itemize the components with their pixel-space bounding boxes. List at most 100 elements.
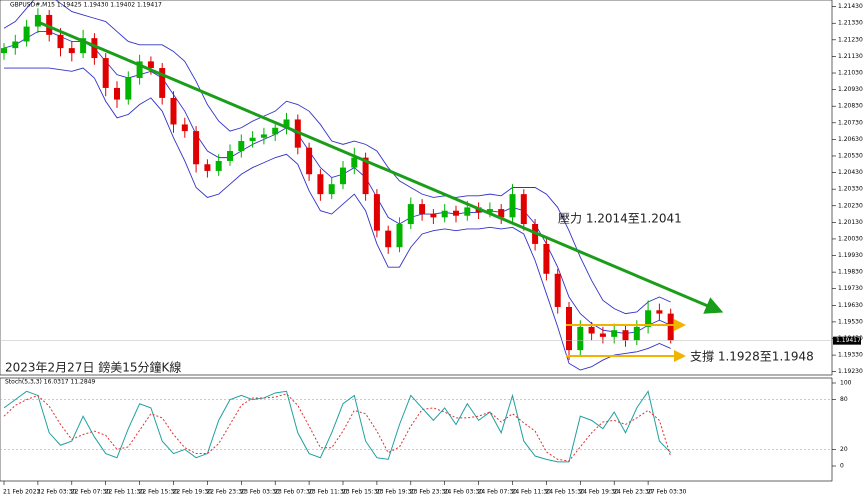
y-tick-label: 1.19230 [838,368,863,375]
main-panel [0,0,833,376]
y-tick-label: 1.19730 [838,285,863,292]
x-tick-label: 23 Feb 15:30 [342,489,382,496]
x-tick-label: 22 Feb 03:30 [37,489,77,496]
x-tick-label: 24 Feb 11:30 [512,489,552,496]
y-tick-label: 1.21330 [838,20,863,27]
candle-body [430,214,437,218]
stoch-line [3,393,672,462]
band-middle [3,31,671,334]
candle-body [1,48,7,54]
y-tick-label: 80 [840,396,848,403]
candle-body [306,147,313,175]
x-tick-label: 22 Feb 19:30 [173,489,213,496]
candle-body [317,174,324,195]
candle-body [464,207,471,216]
candle-body [407,204,414,225]
candle-body [23,26,30,42]
x-tick-label: 22 Feb 07:30 [71,489,111,496]
candle-body [645,310,652,327]
axes: 1.21430 1.21330 1.21230 1.21130 1.21030 1.209… [0,3,863,496]
y-tick-label: 1.19530 [838,318,863,325]
stoch-title: Stoch(5,3,3) 16.0317 11.2849 [5,379,96,386]
x-tick-label: 24 Feb 03:30 [444,489,484,496]
x-tick-label: 23 Feb 19:30 [376,489,416,496]
x-tick-label: 23 Feb 11:30 [308,489,348,496]
current-price-box [833,336,861,345]
x-tick-label: 27 Feb 03:30 [647,489,687,496]
y-tick-label: 1.20530 [838,152,863,159]
x-tick-label: 21 Feb 2023 [3,489,41,496]
stoch-plot [0,390,832,463]
candle-body [181,124,188,132]
x-tick-label: 24 Feb 19:30 [579,489,619,496]
candle-body [611,330,618,337]
candle-body [283,119,290,128]
y-tick-label: 1.20230 [838,202,863,209]
y-tick-label: 1.21230 [838,36,863,43]
x-tick-label: 24 Feb 23:30 [613,489,653,496]
candle-body [351,157,358,168]
x-tick-label: 24 Feb 15:30 [545,489,585,496]
candle-body [498,209,505,218]
x-tick-label: 22 Feb 11:30 [105,489,145,496]
candle-body [102,58,109,88]
candle-body [396,224,403,248]
candle-body [80,38,87,54]
candle-body [340,167,346,185]
y-tick-label: 1.21030 [838,70,863,77]
candle-body [249,137,256,142]
y-tick-label: 1.19630 [838,302,863,309]
y-tick-label: 1.19830 [838,269,863,276]
chart-caption: 2023年2月27日 鎊美15分鐘K線 [5,360,181,375]
x-tick-label: 22 Feb 15:30 [139,489,179,496]
candle-body [34,14,41,27]
x-tick-label: 24 Feb 07:30 [478,489,518,496]
band-lower [4,67,671,371]
candle-body [328,184,335,195]
x-tick-label: 22 Feb 23:30 [206,489,246,496]
y-tick-label: 1.20630 [838,136,863,143]
candle-body [204,164,211,171]
y-tick-label: 100 [840,380,852,387]
candle-body [227,150,233,161]
candle-body [215,160,222,171]
current-price-label: 1.19417 [836,337,861,344]
candle-body [125,77,132,100]
candle-body [68,48,75,54]
main-title: GBPUSD#,M15 1.19425 1.19430 1.19402 1.19… [10,2,162,9]
x-tick-label: 23 Feb 07:30 [274,489,314,496]
candle-body [362,157,369,195]
candle-body [114,87,120,100]
candle-body [622,330,629,341]
y-tick-label: 1.20130 [838,219,863,226]
y-tick-label: 1.21130 [838,53,863,60]
candle-body [260,134,267,138]
y-tick-label: 1.20730 [838,119,863,126]
stoch-line [3,390,672,463]
candle-body [193,131,200,165]
candle-body [272,127,279,135]
stoch-panel [0,377,833,482]
candle-body [577,326,584,351]
candle-body [136,61,143,78]
x-tick-label: 23 Feb 03:30 [240,489,280,496]
candle-body [238,141,245,151]
y-tick-label: 1.20330 [838,186,863,193]
candle-body [656,310,663,314]
support-note: 支撐 1.1928至1.1948 [690,350,814,364]
candle-body [441,210,448,218]
x-tick-label: 23 Feb 23:30 [410,489,450,496]
y-tick-label: 0 [840,463,844,470]
candle-body [566,306,572,351]
y-tick-label: 1.20930 [838,86,863,93]
y-tick-label: 1.20830 [838,103,863,110]
y-tick-label: 1.20030 [838,235,863,242]
candle-body [419,204,426,215]
candle-body [147,61,154,69]
y-tick-label: 20 [840,446,848,453]
candle-body [159,68,166,98]
resistance-note: 壓力 1.2014至1.2041 [558,212,682,226]
candle-body [588,326,595,334]
candle-body [385,230,392,248]
